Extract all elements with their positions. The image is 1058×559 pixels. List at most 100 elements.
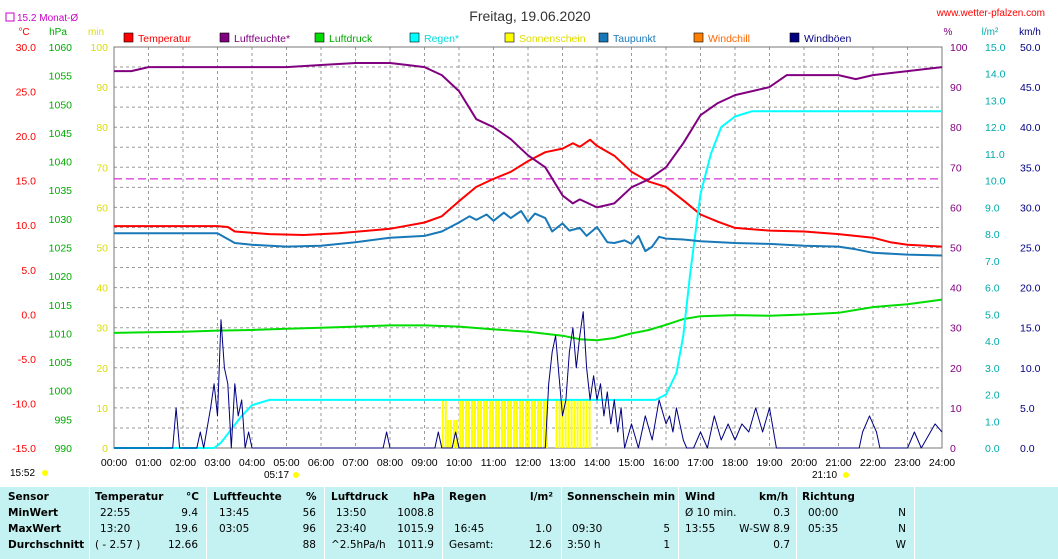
- website-link[interactable]: www.wetter-pfalzen.com: [936, 8, 1045, 19]
- rain-tick-label: 9.0: [985, 202, 1000, 214]
- sun-tick-label: 50: [96, 243, 108, 255]
- sunshine-bar: [504, 399, 506, 448]
- pressure-tick-label: 1015: [49, 300, 73, 312]
- legend: Temperatur Luftfeuchte* Luftdruck Regen* Son…: [123, 32, 851, 45]
- sun-tick-label: 40: [96, 283, 108, 295]
- pressure-tick-label: 1000: [49, 386, 73, 398]
- chart-title: Freitag, 19.06.2020: [469, 8, 591, 24]
- x-tick-label: 16:00: [653, 457, 679, 469]
- sun-tick-label: 90: [96, 82, 108, 94]
- pressure-tick-label: 1020: [49, 271, 73, 283]
- sunshine-bar: [471, 399, 473, 448]
- rain-tick-label: 8.0: [985, 229, 1000, 241]
- sunshine-bar: [558, 399, 561, 448]
- press-value: 1011.9: [397, 539, 434, 551]
- rain-tick-label: 4.0: [985, 336, 1000, 348]
- humidity-tick-label: 30: [950, 323, 962, 335]
- stats-row-min: MinWert 22:55 9.4 13:45 56 13:50 1008.8 …: [0, 507, 1058, 523]
- temp-tick-label: 25.0: [16, 87, 37, 99]
- pressure-tick-label: 1010: [49, 328, 73, 340]
- x-tick-label: 09:00: [411, 457, 437, 469]
- sun-value: 5: [663, 523, 670, 535]
- temp-tick-label: -10.0: [12, 398, 36, 410]
- sunshine-bar: [477, 399, 479, 448]
- sunshine-bar: [474, 399, 476, 448]
- x-tick-label: 14:00: [584, 457, 610, 469]
- sunshine-bar: [513, 399, 515, 448]
- rain-tick-label: 6.0: [985, 283, 1000, 295]
- dir-time: 05:35: [808, 523, 839, 535]
- hum-unit-header: %: [306, 491, 317, 503]
- legend-label-dewpoint: Taupunkt: [613, 33, 656, 45]
- rain-tick-label: 11.0: [985, 149, 1005, 161]
- temp-value: 12.66: [167, 539, 198, 551]
- series-dewpoint-line: [114, 210, 943, 257]
- legend-swatch-temperature: [123, 32, 134, 43]
- temp-tick-label: -5.0: [18, 354, 36, 366]
- sun-tick-label: 70: [96, 162, 108, 174]
- month-avg-marker-icon: [5, 12, 15, 22]
- sunshine-bar: [498, 399, 500, 448]
- sunshine-bar: [588, 399, 591, 448]
- wind-tick-label: 40.0: [1020, 122, 1041, 134]
- press-time: 13:50: [336, 507, 367, 519]
- wind-tick-label: 0.0: [1020, 443, 1035, 455]
- wind-value: W-SW 8.9: [739, 523, 790, 535]
- wind-tick-label: 45.0: [1020, 82, 1041, 94]
- humidity-tick-label: 90: [950, 82, 962, 94]
- press-value: 1008.8: [397, 507, 434, 519]
- sunshine-bar: [516, 399, 518, 448]
- wind-tick-label: 20.0: [1020, 283, 1041, 295]
- x-tick-label: 02:00: [170, 457, 196, 469]
- grid: [113, 46, 943, 449]
- temp-tick-label: 15.0: [16, 176, 37, 188]
- rain-unit-header: l/m²: [530, 491, 553, 503]
- x-tick-label: 15:00: [618, 457, 644, 469]
- series-lines: [113, 62, 943, 449]
- sunshine-bar: [534, 399, 536, 448]
- pressure-tick-label: 1030: [49, 214, 73, 226]
- x-tick-label: 00:00: [101, 457, 127, 469]
- wind-tick-label: 35.0: [1020, 162, 1041, 174]
- stats-row-max: MaxWert 13:20 19.6 03:05 96 23:40 1015.9…: [0, 523, 1058, 539]
- sun-unit: min: [88, 27, 104, 38]
- rain-tick-label: 15.0: [985, 42, 1006, 54]
- sunshine-bar: [567, 399, 570, 448]
- x-tick-label: 13:00: [549, 457, 575, 469]
- sunshine-bar: [441, 399, 444, 448]
- legend-label-gust: Windböen: [804, 33, 851, 45]
- axes: 30.0 25.0 20.0 15.0 10.0 5.0 0.0 -5.0 -10.0 -15.0…: [12, 42, 1041, 469]
- rain-tick-label: 5.0: [985, 309, 1000, 321]
- x-tick-label: 22:00: [860, 457, 886, 469]
- sun-tick-label: 0: [102, 443, 108, 455]
- temp-unit-header: °C: [186, 491, 199, 503]
- sunshine-bar: [465, 399, 467, 448]
- divider: [914, 487, 915, 559]
- x-tick-label: 17:00: [687, 457, 713, 469]
- sunshine-bar: [579, 399, 582, 448]
- temp-value: 19.6: [174, 523, 198, 535]
- hum-value: 88: [302, 539, 316, 551]
- rain-tick-label: 10.0: [985, 176, 1006, 188]
- dir-value: N: [898, 507, 906, 519]
- sunset-icon: [843, 472, 849, 478]
- dir-time: 00:00: [808, 507, 839, 519]
- humidity-tick-label: 100: [950, 42, 968, 54]
- sunshine-bar: [540, 399, 542, 448]
- sunshine-bar: [480, 399, 482, 448]
- sunshine-bar: [446, 419, 449, 448]
- sunshine-bar: [582, 399, 585, 448]
- pressure-tick-label: 1005: [49, 357, 73, 369]
- series-humidity-line: [114, 62, 943, 209]
- sunshine-bar: [459, 399, 461, 448]
- press-unit-header: hPa: [413, 491, 435, 503]
- sunshine-bar: [495, 399, 497, 448]
- temp-time: 22:55: [100, 507, 131, 519]
- divider: [678, 487, 679, 559]
- divider: [206, 487, 207, 559]
- sun-header: Sonnenschein min: [567, 491, 676, 503]
- rain-tick-label: 2.0: [985, 390, 1000, 402]
- sun-tick-label: 10: [96, 403, 108, 415]
- press-time: ^2.5hPa/h: [331, 539, 386, 551]
- rain-time: 16:45: [454, 523, 485, 535]
